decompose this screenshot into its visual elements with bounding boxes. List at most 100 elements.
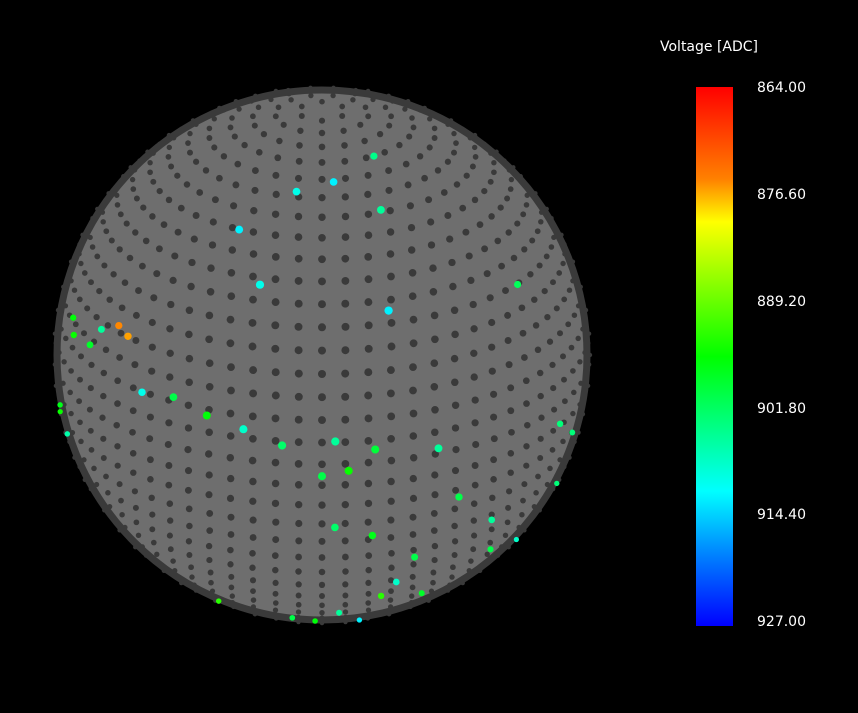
pmt-dot [146,435,154,443]
pmt-dot [205,335,213,344]
pmt-dot [431,557,438,564]
hit-point [235,225,244,234]
pmt-dot [226,494,235,502]
pmt-dot [149,213,156,220]
pmt-dot [537,455,544,461]
pmt-dot [341,174,350,182]
pmt-dot [385,167,393,175]
pmt-dot [123,220,130,227]
pmt-dot [484,551,490,557]
pmt-dot [453,140,459,146]
pmt-dot [103,228,110,235]
sphere-rim [53,86,591,624]
pmt-dot [471,481,479,489]
pmt-dot [451,538,459,545]
pmt-dot [319,602,325,609]
pmt-dot [534,346,542,354]
pmt-dot [249,295,257,304]
pmt-dot [364,171,372,179]
pmt-dot [227,474,235,483]
pmt-dot [160,221,168,228]
pmt-dot [451,149,457,156]
pmt-dot [451,424,460,432]
hit-point [336,609,343,616]
pmt-dot [364,275,373,284]
pmt-dot [449,282,457,291]
pmt-dot [308,92,314,99]
pmt-dot [451,552,458,558]
pmt-dot [207,264,215,272]
pmt-dot [459,204,467,212]
pmt-dot [260,130,268,138]
pmt-dot [147,456,154,464]
pmt-dot [386,122,393,129]
pmt-dot [504,195,511,202]
pmt-dot [69,344,76,351]
pmt-dot [294,481,303,489]
pmt-dot [365,607,372,613]
pmt-dot [538,414,545,421]
pmt-dot [131,488,139,495]
pmt-dot [271,479,280,488]
pmt-dot [135,532,142,538]
pmt-dot [249,577,257,584]
hit-point [70,331,77,339]
pmt-dot [364,321,373,330]
pmt-dot [149,511,156,518]
pmt-dot [387,295,395,304]
pmt-dot [295,581,302,588]
pmt-dot [129,428,136,436]
pmt-dot [255,104,262,111]
hit-point [312,618,318,624]
hit-point [344,466,353,475]
pmt-dot [481,187,488,195]
pmt-dot [227,546,234,554]
pmt-dot [272,579,279,586]
pmt-dot [121,279,129,287]
pmt-dot [78,260,84,267]
pmt-dot [209,218,217,226]
pmt-dot [468,558,474,564]
pmt-dot [294,299,303,308]
pmt-dot [465,252,473,260]
pmt-dot [165,419,173,427]
pmt-dot [444,158,452,165]
pmt-dot [205,542,213,550]
pmt-dot [249,516,257,524]
pmt-dot [100,435,107,442]
colorbar-tick: 914.40 [757,507,806,523]
pmt-dot [535,473,541,480]
pmt-dot [227,561,234,568]
pmt-dot [228,223,237,232]
pmt-dot [386,250,395,258]
pmt-dot [227,292,236,301]
pmt-dot [166,373,174,381]
pmt-dot [385,186,393,194]
pmt-dot [527,271,534,278]
pmt-dot [150,294,158,302]
pmt-dot [488,511,495,518]
pmt-dot [318,460,326,469]
pmt-dot [165,481,173,489]
pmt-dot [140,204,147,211]
pmt-dot [490,456,497,464]
pmt-dot [364,344,373,353]
pmt-dot [206,557,213,564]
hit-point [368,531,377,540]
pmt-dot [404,181,412,189]
pmt-dot [164,440,172,449]
hit-point [418,590,425,597]
pmt-dot [133,195,140,202]
hit-point [356,617,363,623]
pmt-dot [365,600,372,606]
pmt-dot [498,262,505,270]
pmt-dot [521,481,528,488]
pmt-dot [565,321,572,328]
pmt-dot [272,536,280,544]
pmt-dot [341,212,350,221]
pmt-dot [271,414,280,423]
pmt-dot [165,462,173,469]
pmt-dot [294,233,303,241]
pmt-dot [189,574,195,580]
pmt-dot [387,477,395,486]
